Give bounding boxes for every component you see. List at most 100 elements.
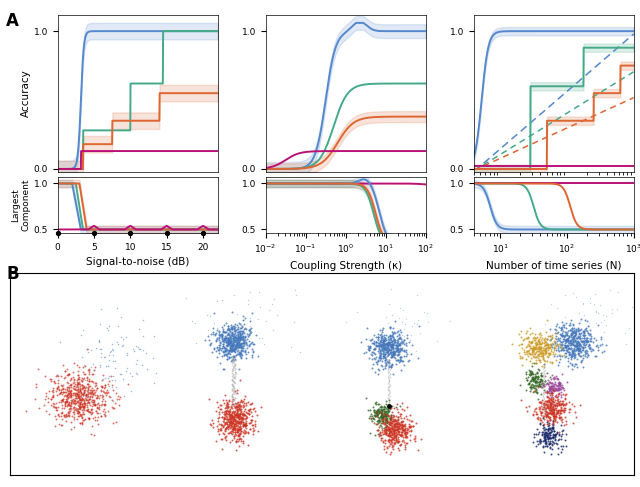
Point [232, 429, 243, 436]
Point [550, 402, 561, 410]
Point [86, 422, 97, 430]
Point [563, 341, 573, 349]
Point [374, 367, 384, 375]
Point [575, 334, 585, 342]
Point [91, 407, 101, 415]
Point [563, 408, 573, 416]
Point [387, 341, 397, 349]
Point [396, 335, 406, 342]
Point [585, 345, 595, 353]
Point [525, 356, 536, 364]
Point [393, 345, 403, 353]
Point [234, 344, 244, 352]
Point [254, 335, 264, 342]
Point [534, 344, 544, 352]
Point [103, 408, 113, 415]
Point [72, 406, 82, 413]
Point [383, 400, 394, 408]
Point [212, 344, 223, 352]
Point [408, 422, 419, 430]
Point [533, 350, 543, 357]
Point [81, 392, 92, 399]
Point [54, 386, 65, 393]
Point [83, 366, 93, 374]
Point [394, 341, 404, 349]
Point [383, 364, 393, 372]
Point [541, 349, 552, 357]
Point [248, 340, 259, 348]
Point [543, 341, 553, 349]
Point [58, 421, 68, 429]
Point [564, 348, 574, 356]
Point [378, 352, 388, 360]
Point [559, 387, 569, 394]
Point [234, 337, 244, 344]
Point [250, 407, 260, 415]
Point [225, 337, 236, 345]
Point [247, 421, 257, 429]
Point [219, 343, 229, 351]
Point [536, 339, 547, 347]
Point [234, 335, 244, 343]
Point [554, 400, 564, 408]
Point [212, 335, 222, 343]
Point [588, 338, 598, 346]
Point [227, 380, 237, 388]
Point [376, 340, 386, 348]
Point [84, 414, 95, 422]
Point [223, 340, 234, 348]
Point [216, 413, 227, 421]
Point [382, 416, 392, 424]
Point [381, 359, 392, 367]
Point [234, 330, 244, 338]
Point [539, 395, 549, 403]
Point [233, 401, 243, 409]
Point [531, 356, 541, 363]
Point [568, 419, 579, 427]
Point [230, 425, 240, 432]
Point [530, 336, 540, 344]
Point [541, 343, 552, 351]
Point [580, 336, 591, 343]
Point [543, 404, 554, 412]
Point [214, 337, 224, 344]
Point [61, 398, 71, 406]
Point [548, 406, 559, 413]
Point [235, 410, 245, 417]
Point [76, 407, 86, 414]
Point [388, 427, 399, 435]
Point [570, 329, 580, 337]
Point [577, 331, 588, 338]
Point [558, 397, 568, 405]
Point [552, 408, 562, 416]
Point [216, 401, 227, 409]
Point [223, 334, 233, 342]
Point [403, 425, 413, 433]
Point [396, 418, 406, 426]
Point [383, 393, 394, 401]
Point [547, 424, 557, 432]
Point [536, 376, 546, 384]
Point [572, 343, 582, 351]
Point [578, 337, 588, 344]
Point [221, 335, 232, 342]
Point [380, 436, 390, 444]
Point [77, 381, 88, 389]
Point [548, 375, 558, 382]
Point [543, 403, 553, 411]
Point [557, 337, 568, 345]
Point [72, 390, 82, 397]
Point [544, 398, 554, 406]
Point [391, 432, 401, 440]
Point [393, 356, 403, 364]
Point [554, 406, 564, 414]
Point [591, 341, 602, 349]
Point [394, 314, 404, 321]
Point [543, 425, 554, 432]
Point [581, 324, 591, 332]
Point [528, 382, 538, 390]
Point [393, 335, 403, 343]
Point [216, 332, 227, 339]
Point [532, 369, 543, 377]
Point [539, 431, 549, 438]
